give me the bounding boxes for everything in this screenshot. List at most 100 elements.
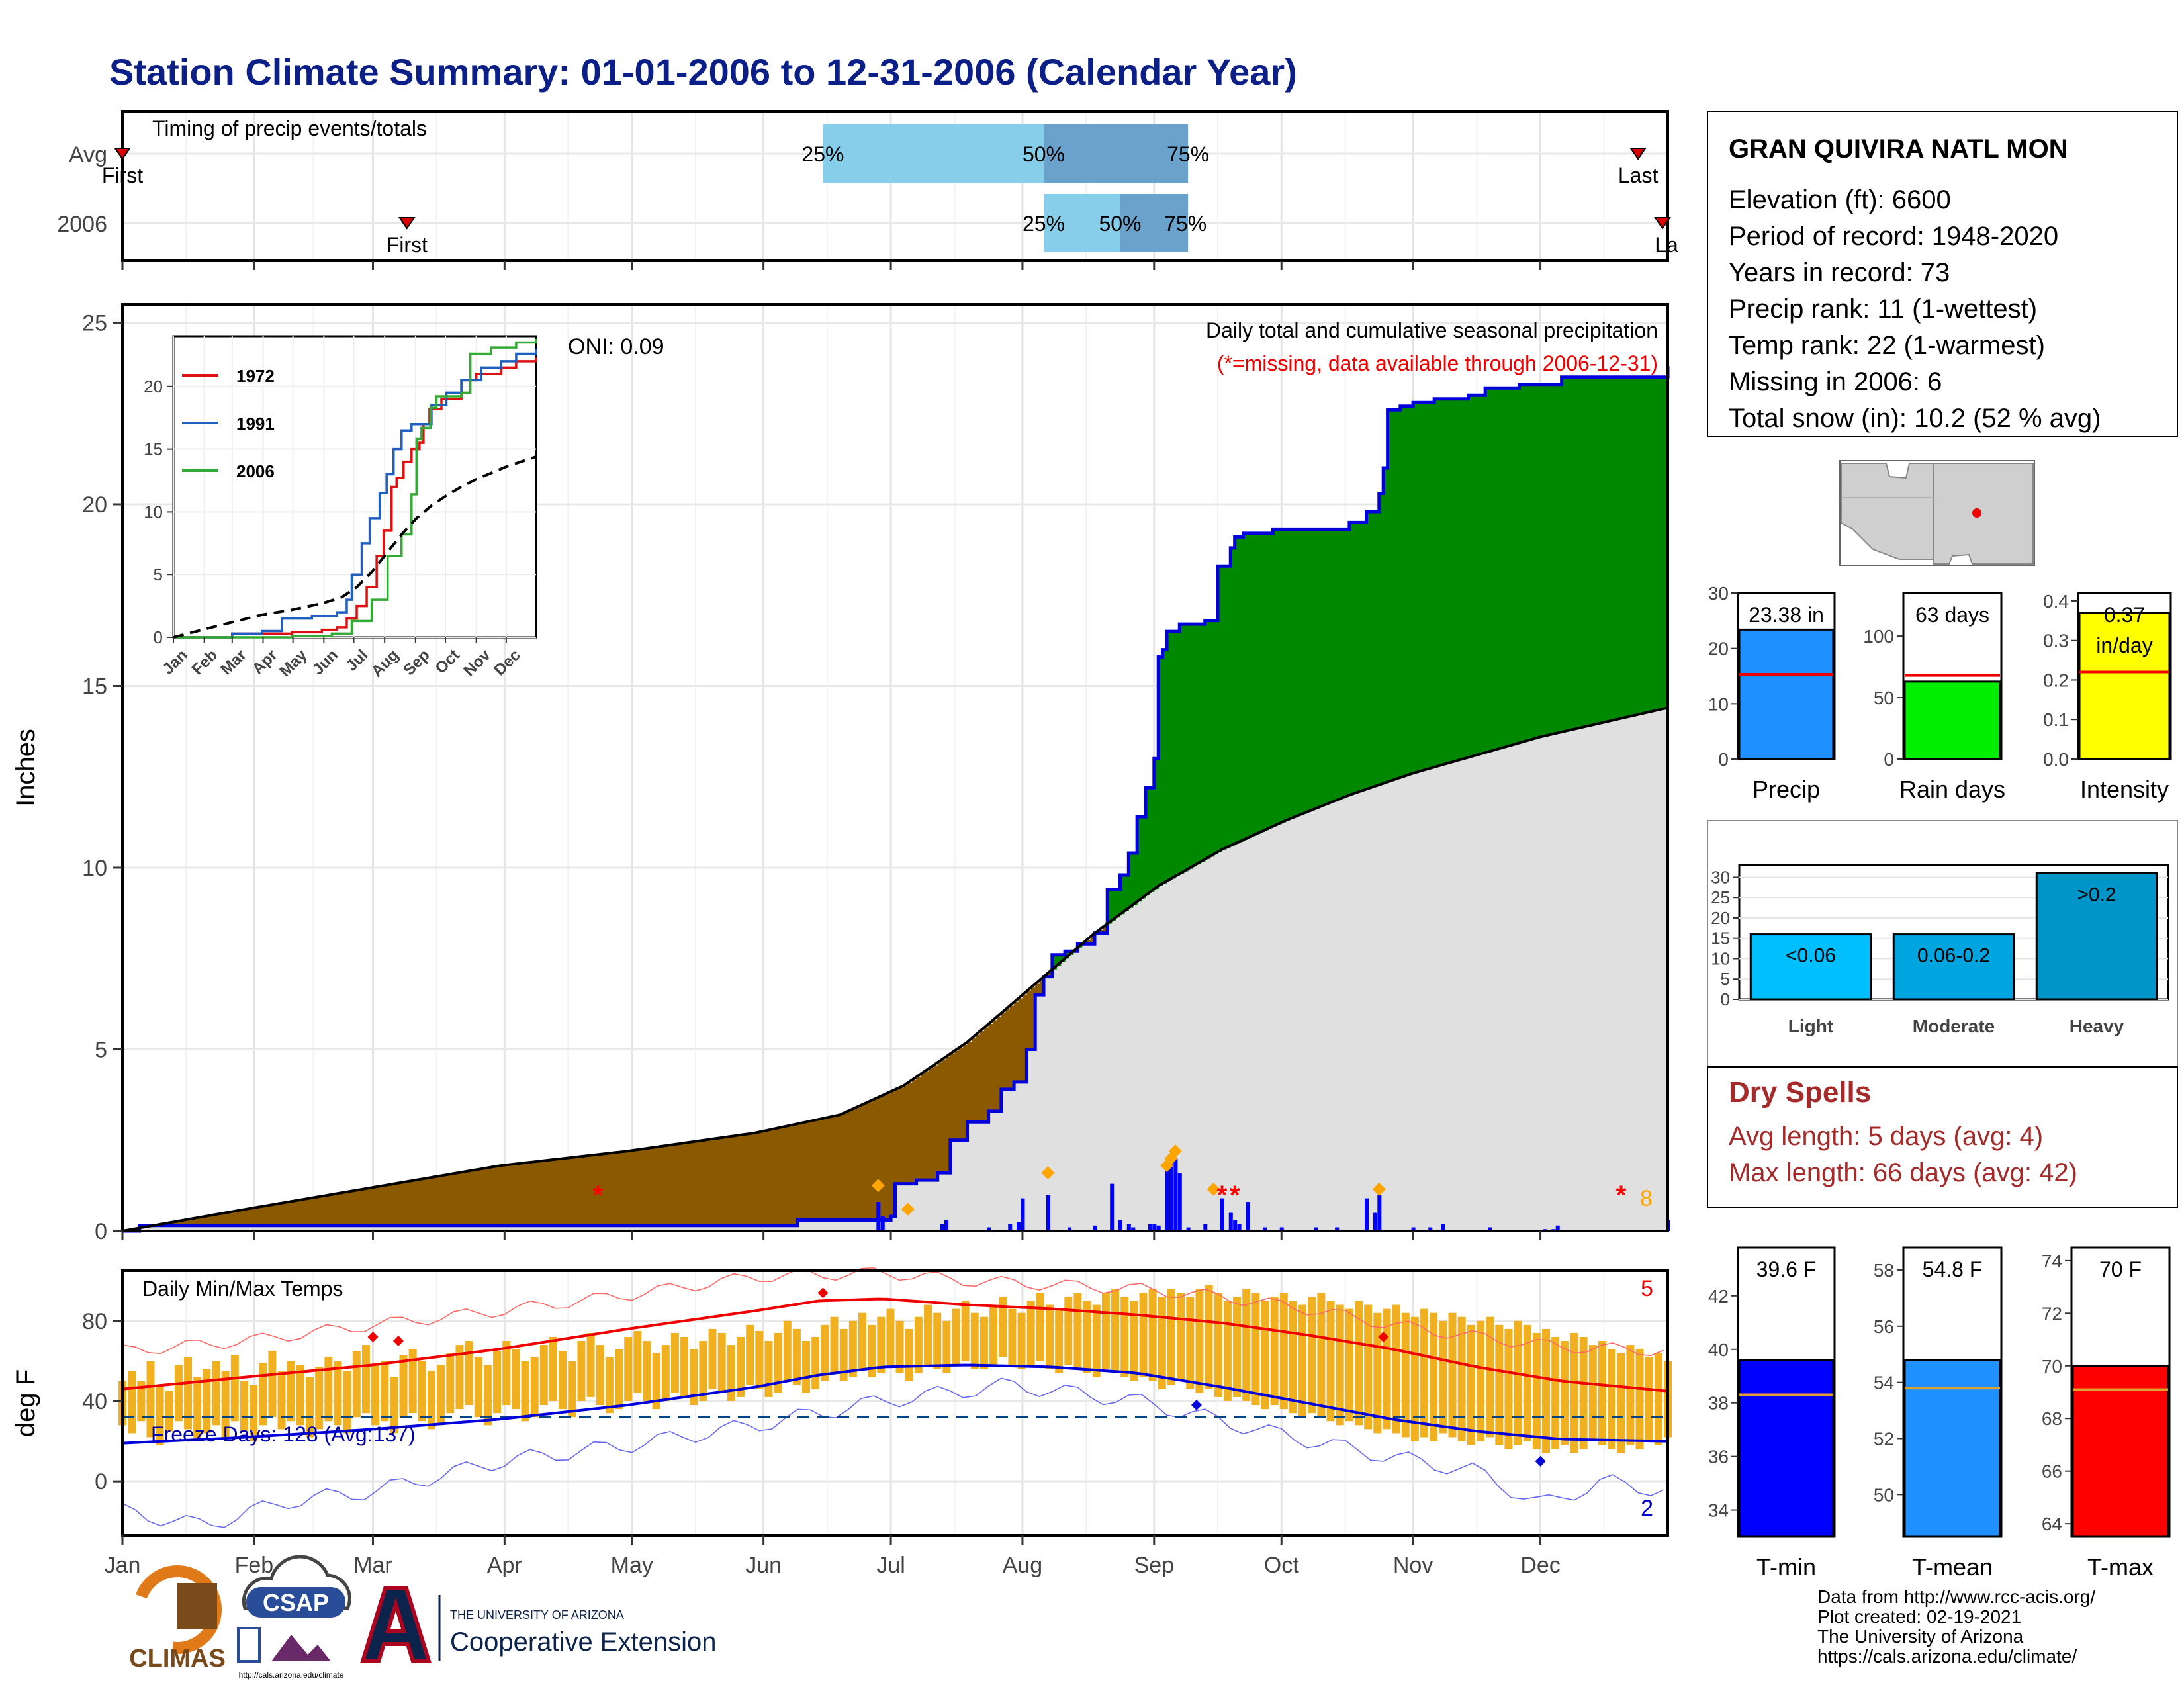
precip-diff-day-271	[1269, 533, 1273, 828]
summary-intensity-y-tick-label-4: 0.4	[2043, 591, 2069, 612]
precip-diff-day-144	[729, 1136, 734, 1226]
precip-diff-day-262	[1230, 548, 1235, 846]
missing-marker-2: *	[1230, 1181, 1240, 1210]
precip-diff-day-46	[314, 1197, 318, 1225]
precip-diff-day-294	[1367, 512, 1371, 789]
temp-bar-33	[428, 1371, 435, 1430]
temp-bar-157	[1589, 1345, 1597, 1441]
inset-y-tick-label-3: 15	[144, 439, 163, 459]
temp-bar-131	[1345, 1309, 1353, 1422]
station-snow: Total snow (in): 10.2 (52 % avg)	[1729, 404, 2101, 433]
events-y-tick-label-1: 5	[1721, 969, 1730, 989]
precip-diff-day-33	[258, 1207, 263, 1226]
station-location-dot	[1972, 508, 1981, 518]
oni-annotation: ONI: 0.09	[568, 334, 664, 359]
precip-diff-day-267	[1251, 533, 1256, 836]
precip-diff-day-277	[1294, 529, 1298, 817]
precip-diff-day-266	[1248, 533, 1252, 838]
temp-bar-128	[1317, 1293, 1325, 1417]
climas-logo: CLIMAS	[128, 1561, 227, 1672]
precip-diff-day-255	[1201, 624, 1205, 862]
precip-diff-day-354	[1621, 377, 1625, 719]
temp-bar-76	[831, 1317, 839, 1373]
precip-diff-day-234	[1112, 890, 1116, 921]
precip-diff-day-303	[1404, 406, 1409, 776]
precip-diff-day-191	[929, 1068, 934, 1180]
location-map	[1840, 461, 2034, 565]
ua-a-icon	[363, 1588, 429, 1661]
university-arizona-logo: THE UNIVERSITY OF ARIZONA Cooperative Ex…	[363, 1588, 716, 1661]
dry-spells-avg: Avg length: 5 days (avg: 4)	[1729, 1122, 2043, 1151]
temp-bar-16	[268, 1351, 276, 1417]
precip-diff-day-109	[581, 1156, 586, 1225]
precip-diff-day-318	[1469, 395, 1473, 757]
precip-diff-day-192	[933, 1066, 938, 1180]
precip-chart-title: Daily total and cumulative seasonal prec…	[1206, 318, 1658, 342]
temp-bar-41	[502, 1341, 510, 1405]
daily-precip-bar-25	[1229, 1213, 1233, 1231]
temp-bar-74	[811, 1337, 819, 1389]
precip-diff-day-43	[300, 1200, 305, 1226]
precip-diff-day-310	[1434, 399, 1439, 767]
events-y-tick-label-2: 10	[1711, 948, 1730, 968]
temp-bar-126	[1298, 1305, 1306, 1418]
precip-diff-day-278	[1298, 529, 1303, 815]
precip-diff-day-281	[1311, 529, 1316, 810]
summary-tmax-y-tick-label-4: 72	[2042, 1303, 2062, 1324]
precip-diff-day-324	[1494, 388, 1498, 750]
precip-diff-day-248	[1171, 631, 1175, 878]
precip-diff-day-68	[407, 1181, 412, 1225]
precip-diff-day-143	[725, 1137, 730, 1226]
temp-bar-87	[933, 1313, 941, 1369]
events-y-tick-label-0: 0	[1721, 989, 1730, 1009]
record-high-count: 5	[1641, 1276, 1653, 1301]
precip-diff-day-206	[993, 1021, 997, 1111]
precip-diff-day-237	[1124, 875, 1129, 911]
temp-bar-106	[1111, 1289, 1119, 1373]
precip-diff-day-320	[1477, 395, 1481, 755]
temp-bar-90	[962, 1301, 970, 1361]
temp-bar-84	[905, 1329, 913, 1381]
precip-diff-day-30	[246, 1209, 250, 1226]
month-label-mar: Mar	[353, 1553, 392, 1578]
precip-diff-day-32	[254, 1208, 259, 1226]
temp-bar-32	[418, 1361, 426, 1421]
precip-diff-day-62	[381, 1186, 386, 1226]
precip-diff-day-357	[1634, 377, 1639, 715]
temp-bar-91	[971, 1313, 979, 1369]
precip-diff-day-198	[959, 1048, 964, 1140]
timing-marker-label-2006-last: La	[1655, 233, 1678, 257]
inset-y-tick-label-4: 20	[144, 377, 163, 396]
precip-diff-day-254	[1197, 624, 1201, 864]
precip-diff-day-103	[555, 1160, 560, 1226]
temp-bar-62	[699, 1341, 707, 1401]
precip-diff-day-74	[432, 1177, 437, 1226]
precip-diff-day-69	[411, 1181, 416, 1226]
precip-diff-day-152	[764, 1131, 768, 1226]
precip-diff-day-65	[394, 1184, 399, 1226]
precip-diff-day-156	[780, 1128, 785, 1226]
precip-diff-day-308	[1426, 402, 1430, 770]
temp-bar-121	[1251, 1293, 1259, 1405]
precip-diff-day-54	[347, 1192, 352, 1226]
precip-diff-day-190	[925, 1071, 929, 1180]
csap-logo-url: http://cals.arizona.edu/climate	[239, 1670, 344, 1680]
temp-bar-132	[1355, 1301, 1363, 1425]
precip-diff-day-63	[386, 1185, 390, 1226]
summary-tmin-y-tick-label-3: 40	[1708, 1340, 1729, 1360]
temp-bar-101	[1064, 1297, 1072, 1365]
summary-precip-y-tick-label-3: 30	[1708, 583, 1729, 604]
precip-diff-day-297	[1379, 493, 1384, 784]
events-y-tick-label-3: 15	[1711, 929, 1730, 948]
precip-diff-day-300	[1392, 410, 1396, 780]
daily-precip-bar-8	[1046, 1195, 1050, 1231]
inset-y-tick-label-2: 10	[144, 502, 163, 522]
precip-diff-day-149	[751, 1134, 755, 1226]
precip-diff-day-42	[296, 1201, 301, 1226]
precip-diff-day-302	[1400, 406, 1405, 778]
precip-diff-day-205	[989, 1024, 993, 1111]
temp-bar-158	[1598, 1341, 1606, 1445]
precip-diff-day-276	[1290, 529, 1295, 819]
precip-diff-day-326	[1502, 388, 1507, 748]
